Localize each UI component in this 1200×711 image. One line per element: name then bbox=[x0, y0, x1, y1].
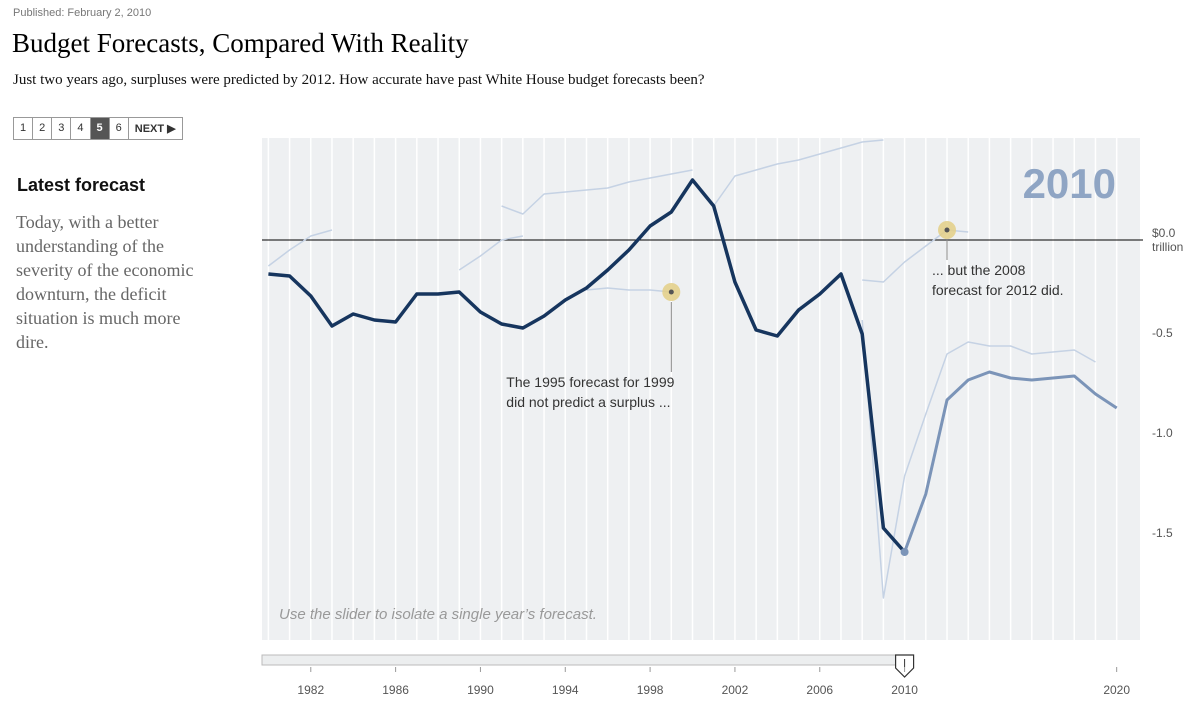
page-button[interactable]: 5 bbox=[90, 118, 110, 139]
next-button[interactable]: NEXT ▶ bbox=[128, 118, 182, 139]
y-unit: trillion bbox=[1152, 240, 1183, 254]
published-date: Published: February 2, 2010 bbox=[13, 7, 152, 19]
series-line bbox=[586, 287, 672, 293]
series-line bbox=[861, 319, 1096, 599]
series-line bbox=[267, 229, 333, 267]
x-tick-label: 2010 bbox=[891, 683, 918, 697]
subtitle: Just two years ago, surpluses were predi… bbox=[13, 72, 705, 88]
series-line bbox=[501, 169, 693, 215]
selected-year: 2010 bbox=[1023, 160, 1116, 207]
title: Budget Forecasts, Compared With Reality bbox=[12, 28, 469, 58]
series-line bbox=[268, 178, 906, 554]
annotation-text: forecast for 2012 did. bbox=[932, 282, 1064, 298]
y-tick-label: $0.0 bbox=[1152, 226, 1176, 240]
page-button[interactable]: 4 bbox=[71, 118, 91, 139]
page-button[interactable]: 1 bbox=[14, 118, 34, 139]
x-tick-label: 1986 bbox=[382, 683, 409, 697]
annotation-dot bbox=[944, 227, 950, 233]
slider-track bbox=[261, 654, 906, 666]
page-button[interactable]: 6 bbox=[109, 118, 129, 139]
page-button[interactable]: 2 bbox=[33, 118, 53, 139]
x-tick-label: 2020 bbox=[1103, 683, 1130, 697]
annotation-dot bbox=[668, 289, 674, 295]
pagination: 1 2 3 4 5 6 NEXT ▶ bbox=[13, 117, 183, 140]
plot-background bbox=[262, 138, 1140, 640]
annotation-text: did not predict a surplus ... bbox=[506, 394, 670, 410]
annotation-text: The 1995 forecast for 1999 bbox=[506, 374, 674, 390]
y-tick-label: -0.5 bbox=[1152, 326, 1173, 340]
sidebar-heading: Latest forecast bbox=[17, 175, 146, 195]
slider-hint: Use the slider to isolate a single year’… bbox=[279, 606, 597, 623]
series-line bbox=[713, 139, 884, 207]
series-line bbox=[903, 370, 1118, 553]
page-button[interactable]: 3 bbox=[52, 118, 72, 139]
sidebar-text: Today, with a better understanding of th… bbox=[16, 212, 194, 352]
x-tick-label: 2006 bbox=[806, 683, 833, 697]
end-point bbox=[900, 548, 909, 556]
y-tick-label: -1.0 bbox=[1152, 426, 1173, 440]
y-tick-label: -1.5 bbox=[1152, 526, 1173, 540]
x-tick-label: 2002 bbox=[722, 683, 749, 697]
series-line bbox=[458, 235, 524, 271]
x-tick-label: 1982 bbox=[297, 683, 324, 697]
x-tick-label: 1990 bbox=[467, 683, 494, 697]
x-tick-label: 1998 bbox=[637, 683, 664, 697]
annotation-text: ... but the 2008 bbox=[932, 262, 1026, 278]
x-tick-label: 1994 bbox=[552, 683, 579, 697]
